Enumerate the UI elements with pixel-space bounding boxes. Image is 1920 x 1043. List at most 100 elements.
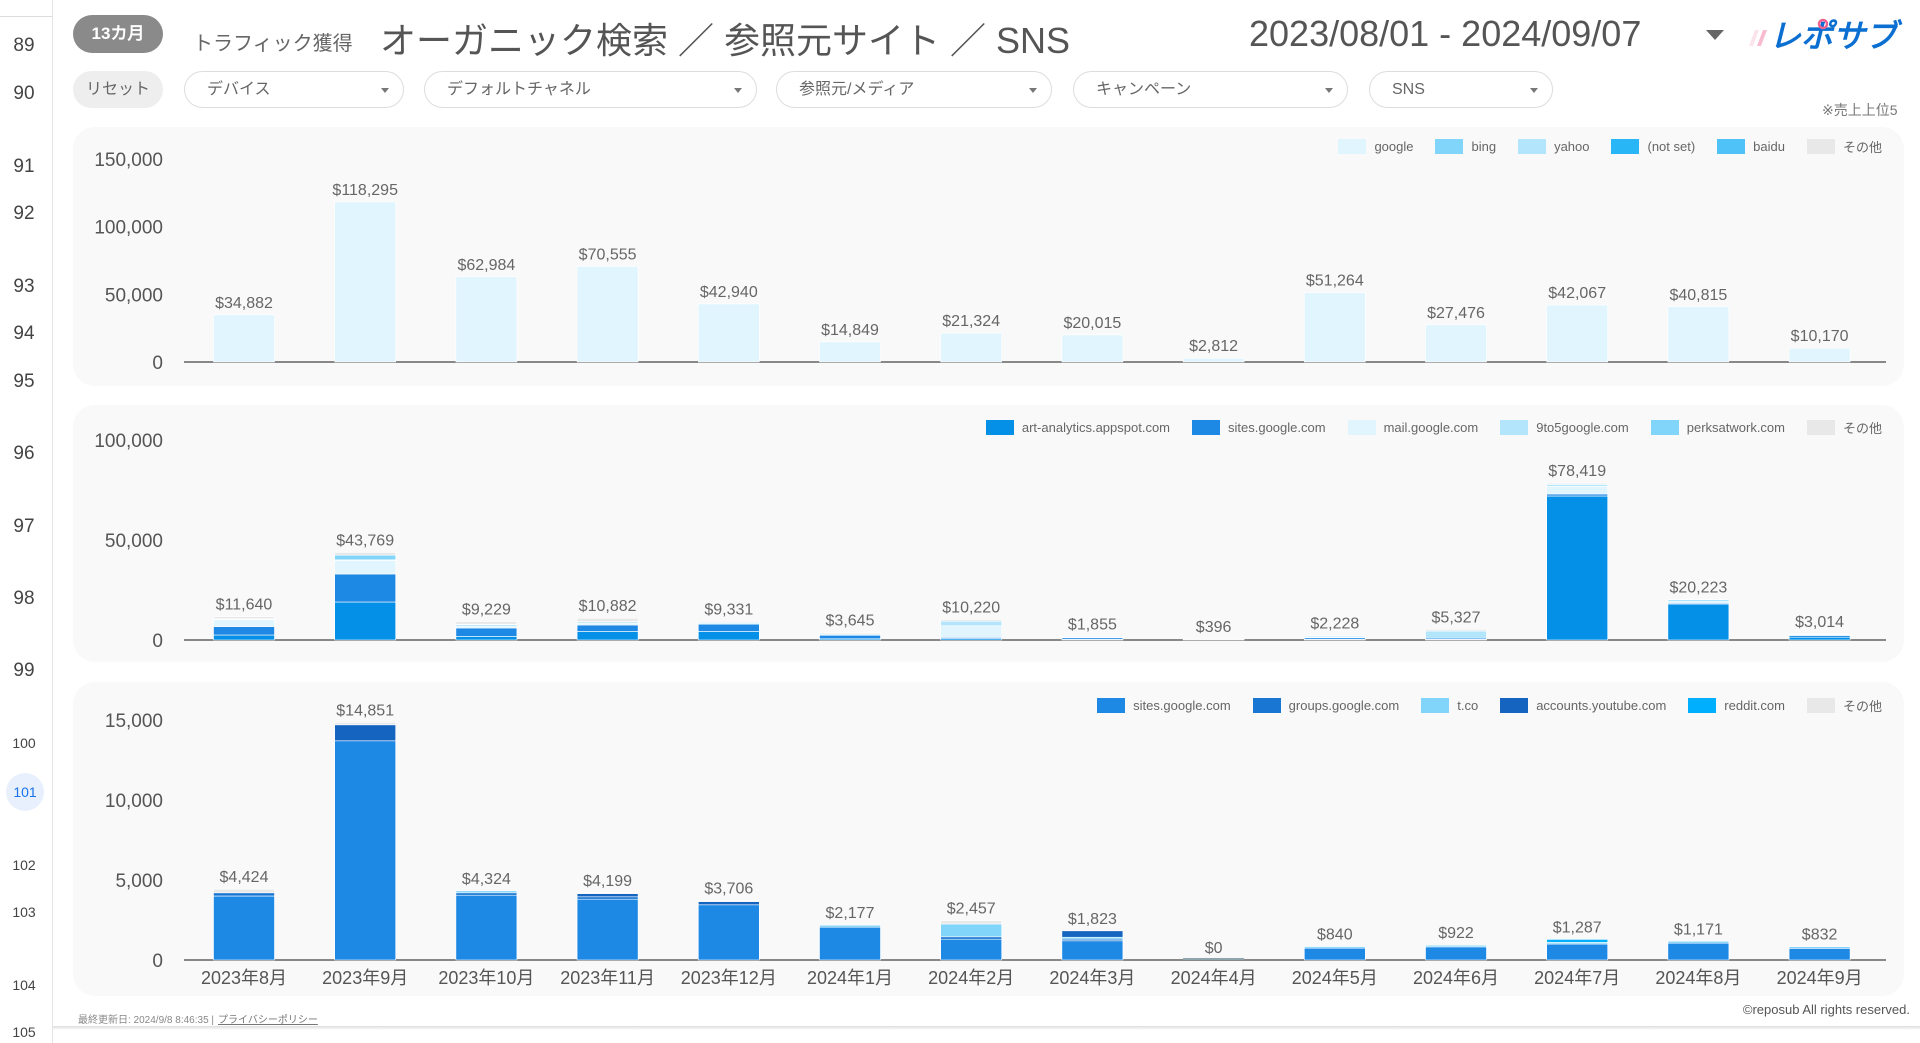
row-number[interactable]: 94: [13, 323, 35, 344]
bar-segment[interactable]: [697, 303, 760, 363]
bar-segment[interactable]: [576, 266, 639, 363]
legend-item[interactable]: groups.google.com: [1252, 696, 1399, 715]
row-number[interactable]: 89: [13, 35, 35, 56]
bar-segment[interactable]: [697, 631, 760, 641]
bar-segment[interactable]: [940, 938, 1003, 961]
bar-segment[interactable]: [1061, 940, 1124, 961]
legend-item[interactable]: art-analytics.appspot.com: [985, 418, 1170, 437]
bar-segment[interactable]: [576, 624, 639, 632]
legend-item[interactable]: google: [1338, 137, 1413, 156]
bar-segment[interactable]: [213, 619, 275, 627]
default-channel-filter[interactable]: デフォルトチャネル: [424, 71, 757, 108]
row-number[interactable]: 100: [12, 735, 36, 751]
row-number[interactable]: 90: [13, 83, 35, 104]
bar-segment[interactable]: [576, 617, 639, 622]
bar-segment[interactable]: [940, 625, 1003, 638]
bar-segment[interactable]: [455, 890, 518, 894]
bar-segment[interactable]: [1667, 942, 1730, 961]
reset-button[interactable]: リセット: [73, 71, 163, 108]
bar-segment[interactable]: [1425, 946, 1487, 961]
bar-segment[interactable]: [334, 552, 397, 556]
legend-item[interactable]: reddit.com: [1688, 696, 1785, 715]
bar-segment[interactable]: [940, 619, 1003, 622]
bar-segment[interactable]: [576, 631, 639, 641]
legend-item[interactable]: その他: [1806, 696, 1882, 715]
bar-segment[interactable]: [1667, 599, 1730, 601]
bar-segment[interactable]: [334, 201, 397, 363]
bar-segment[interactable]: [455, 276, 518, 363]
bar-segment[interactable]: [697, 904, 760, 961]
row-number[interactable]: 92: [13, 203, 35, 224]
date-range[interactable]: 2023/08/01 - 2024/09/07: [1249, 13, 1642, 54]
bar-segment[interactable]: [1667, 940, 1730, 944]
bar-segment[interactable]: [334, 601, 397, 641]
bar-segment[interactable]: [1546, 304, 1608, 363]
bar-segment[interactable]: [697, 900, 760, 902]
bar-segment[interactable]: [1182, 638, 1245, 641]
bar-segment[interactable]: [213, 888, 275, 894]
row-number[interactable]: 96: [13, 443, 35, 464]
bar-segment[interactable]: [213, 314, 275, 363]
bar-segment[interactable]: [819, 926, 881, 961]
bar-segment[interactable]: [1546, 939, 1608, 943]
bar-segment[interactable]: [1546, 495, 1608, 641]
bar-segment[interactable]: [334, 724, 397, 742]
sns-filter[interactable]: SNS: [1369, 71, 1553, 108]
bar-segment[interactable]: [213, 626, 275, 636]
bar-segment[interactable]: [1546, 943, 1608, 961]
bar-segment[interactable]: [455, 621, 518, 625]
bar-segment[interactable]: [1788, 633, 1851, 635]
bar-segment[interactable]: [576, 896, 639, 900]
bar-segment[interactable]: [1788, 347, 1851, 363]
bar-segment[interactable]: [1546, 482, 1608, 485]
bar-segment[interactable]: [1304, 292, 1366, 363]
bar-segment[interactable]: [1304, 635, 1366, 637]
legend-item[interactable]: t.co: [1421, 696, 1478, 715]
bar-segment[interactable]: [455, 636, 518, 641]
legend-item[interactable]: mail.google.com: [1347, 418, 1478, 437]
period-badge[interactable]: 13カ月: [73, 15, 163, 53]
bar-segment[interactable]: [1183, 958, 1245, 960]
bar-segment[interactable]: [576, 893, 639, 898]
legend-item[interactable]: baidu: [1717, 137, 1785, 156]
bar-segment[interactable]: [1304, 947, 1366, 961]
bar-segment[interactable]: [334, 554, 397, 561]
bar-segment[interactable]: [1425, 630, 1487, 639]
bar-segment[interactable]: [334, 722, 397, 726]
device-filter[interactable]: デバイス: [184, 71, 404, 108]
bar-segment[interactable]: [1425, 944, 1487, 948]
row-number[interactable]: 99: [13, 660, 35, 681]
bar-segment[interactable]: [334, 573, 397, 603]
bar-segment[interactable]: [697, 901, 760, 906]
bar-segment[interactable]: [819, 632, 881, 635]
row-number[interactable]: 93: [13, 276, 35, 297]
date-range-dropdown-icon[interactable]: [1706, 30, 1724, 40]
legend-item[interactable]: 9to5google.com: [1500, 418, 1629, 437]
row-number[interactable]: 104: [12, 977, 36, 993]
legend-item[interactable]: perksatwork.com: [1650, 418, 1785, 437]
legend-item[interactable]: accounts.youtube.com: [1500, 696, 1666, 715]
row-number[interactable]: 91: [13, 156, 35, 177]
bar-segment[interactable]: [1425, 629, 1487, 632]
row-number[interactable]: 103: [12, 904, 36, 920]
bar-segment[interactable]: [1788, 946, 1851, 949]
row-number[interactable]: 95: [13, 371, 35, 392]
row-number[interactable]: 101: [6, 773, 44, 811]
campaign-filter[interactable]: キャンペーン: [1073, 71, 1348, 108]
row-number[interactable]: 98: [13, 588, 35, 609]
bar-segment[interactable]: [576, 892, 639, 894]
bar-segment[interactable]: [1061, 930, 1124, 938]
bar-segment[interactable]: [455, 627, 518, 637]
bar-segment[interactable]: [1182, 357, 1245, 363]
bar-segment[interactable]: [334, 560, 397, 575]
legend-item[interactable]: sites.google.com: [1192, 418, 1326, 437]
bar-segment[interactable]: [940, 620, 1003, 627]
row-number[interactable]: 105: [12, 1024, 36, 1040]
legend-item[interactable]: yahoo: [1518, 137, 1589, 156]
bar-segment[interactable]: [213, 616, 275, 620]
bar-segment[interactable]: [334, 740, 397, 961]
bar-segment[interactable]: [697, 623, 760, 632]
legend-item[interactable]: その他: [1806, 137, 1882, 156]
bar-segment[interactable]: [213, 634, 275, 641]
bar-segment[interactable]: [940, 936, 1003, 940]
